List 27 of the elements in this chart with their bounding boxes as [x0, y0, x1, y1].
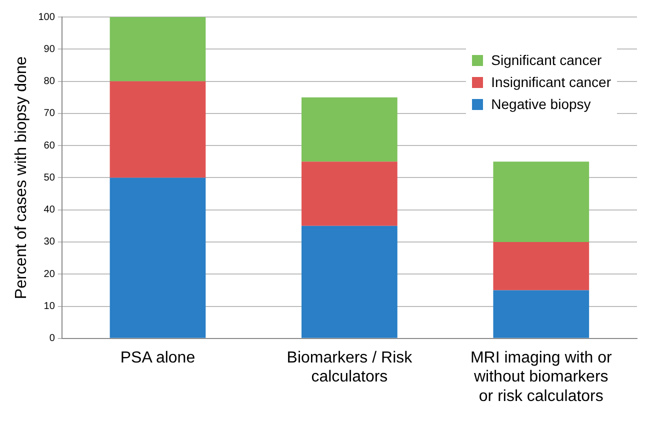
bar	[493, 290, 590, 338]
legend-label: Negative biopsy	[491, 96, 591, 112]
bar	[110, 17, 206, 82]
x-tick-label: PSA alone	[120, 349, 196, 366]
y-tick-label: 0	[49, 333, 56, 344]
y-tick-label: 100	[38, 12, 56, 23]
bar	[493, 242, 590, 290]
y-tick-label: 60	[44, 140, 56, 152]
y-axis-title: Percent of cases with biopsy done	[13, 56, 30, 300]
bar	[110, 81, 206, 178]
bar	[110, 178, 206, 338]
y-tick-label: 50	[44, 172, 56, 184]
bar	[493, 162, 590, 242]
legend-label: Insignificant cancer	[491, 74, 611, 90]
x-tick-label: Biomarkers / Risk calculators	[286, 349, 414, 386]
legend-label: Significant cancer	[491, 52, 602, 68]
y-tick-label: 70	[44, 108, 56, 120]
bar	[302, 162, 398, 226]
y-tick-label: 80	[44, 76, 56, 88]
y-tick-label: 10	[44, 301, 56, 312]
x-tick-label: MRI imaging with or without biomarkers or risk calculators	[470, 349, 613, 405]
y-tick-label: 40	[44, 204, 56, 216]
y-tick-label: 90	[44, 44, 56, 55]
bar	[302, 97, 398, 162]
y-tick-label: 30	[44, 236, 56, 248]
bar	[302, 226, 398, 338]
y-tick-label: 20	[44, 268, 56, 280]
